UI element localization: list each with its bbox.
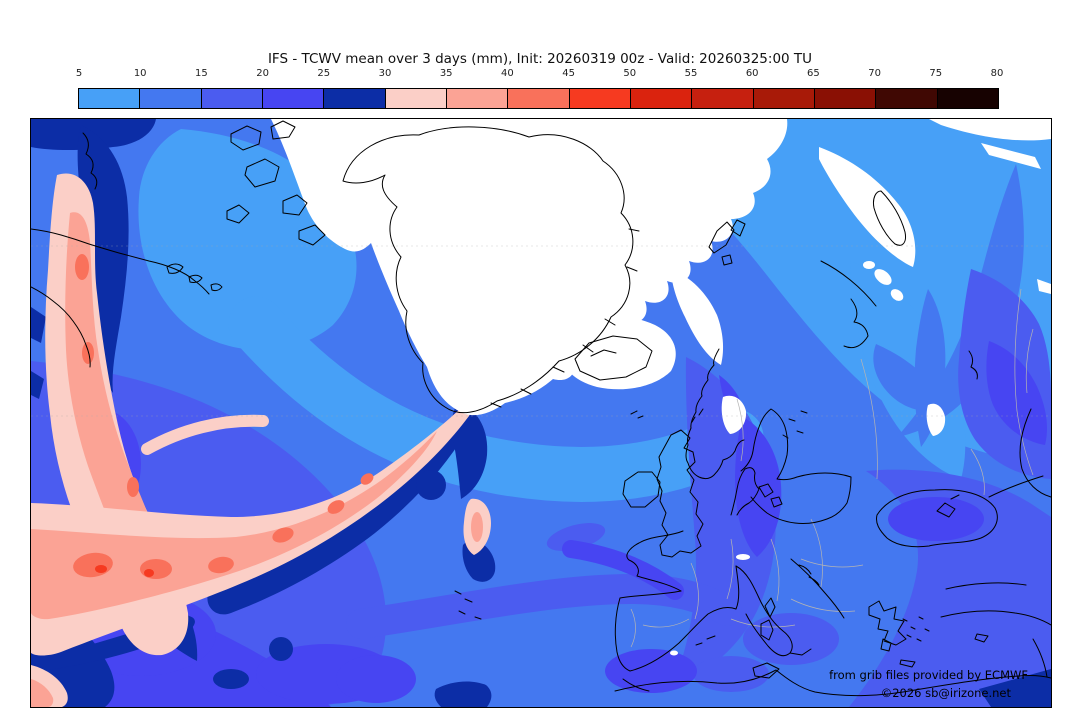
colorbar-cell bbox=[691, 89, 753, 108]
weather-map: from grib files provided by ECMWF ©2026 … bbox=[30, 118, 1052, 708]
colorbar-tick-label: 25 bbox=[317, 68, 331, 79]
colorbar-cell bbox=[261, 89, 324, 108]
ireland-coast bbox=[622, 471, 661, 508]
africa-coast bbox=[614, 669, 1051, 697]
colorbar-cell bbox=[445, 89, 508, 108]
black-sea-coast bbox=[876, 489, 998, 548]
colorbar-tick-label: 60 bbox=[745, 68, 759, 79]
colorbar-cell bbox=[384, 89, 446, 108]
colorbar-tick-label: 80 bbox=[990, 68, 1004, 79]
colorbar-cell bbox=[200, 89, 262, 108]
colorbar-tick-label: 5 bbox=[75, 68, 83, 79]
colorbar bbox=[78, 88, 999, 109]
arctic-islands-coast bbox=[226, 120, 326, 246]
caspian-coast bbox=[988, 408, 1051, 498]
greenland-coast bbox=[342, 126, 634, 414]
moisture-plume-central bbox=[31, 405, 491, 707]
colorbar-cell bbox=[875, 89, 937, 108]
greece-coast bbox=[868, 600, 907, 652]
colorbar-tick-label: 10 bbox=[133, 68, 147, 79]
colorbar-cell bbox=[813, 89, 876, 108]
svalbard-coast bbox=[708, 219, 746, 266]
italy-coast bbox=[735, 565, 812, 657]
dry-arctic-white-regions bbox=[271, 119, 1051, 656]
colorbar-tick-label: 15 bbox=[195, 68, 208, 79]
colorbar-tick-label: 40 bbox=[501, 68, 514, 79]
denmark-coast bbox=[730, 467, 783, 516]
colorbar-cell bbox=[323, 89, 385, 108]
colorbar-tick-label: 55 bbox=[684, 68, 698, 79]
colorbar-tick-row: 5 10 15 20 25 30 35 40 45 50 55 60 65 70 75 80 bbox=[75, 68, 1004, 84]
norway-coast bbox=[685, 348, 745, 480]
country-borders bbox=[630, 288, 1034, 648]
map-svg bbox=[31, 119, 1051, 707]
figure-title: IFS - TCWV mean over 3 days (mm), Init: … bbox=[267, 51, 813, 67]
novaya-zemlya-coast bbox=[873, 190, 906, 246]
colorbar-cell bbox=[79, 89, 140, 108]
colorbar-cell bbox=[568, 89, 630, 108]
colorbar-cell bbox=[507, 89, 569, 108]
colorbar-tick-label: 70 bbox=[868, 68, 881, 79]
europe-atlantic-coast bbox=[626, 530, 684, 592]
baltic-coast bbox=[740, 408, 852, 524]
adriatic-coast bbox=[790, 558, 845, 619]
azores-islands bbox=[454, 590, 482, 620]
colorbar-cell bbox=[936, 89, 998, 108]
colorbar-tick-label: 75 bbox=[929, 68, 943, 79]
colorbar-tick-label: 30 bbox=[378, 68, 392, 79]
white-sea-coast bbox=[820, 260, 978, 380]
colorbar-cell bbox=[752, 89, 814, 108]
attribution-source: from grib files provided by ECMWF bbox=[829, 668, 1028, 682]
colorbar-tick-label: 35 bbox=[439, 68, 453, 79]
iceland-coast bbox=[574, 335, 653, 381]
colorbar-cell bbox=[139, 89, 201, 108]
coastlines bbox=[31, 120, 1051, 697]
great-britain-coast bbox=[656, 408, 704, 558]
colorbar-tick-label: 20 bbox=[256, 68, 269, 79]
colorbar-tick-label: 50 bbox=[623, 68, 637, 79]
colorbar-tick-label: 65 bbox=[807, 68, 820, 79]
colorbar-tick-label: 45 bbox=[562, 68, 575, 79]
attribution-copyright: ©2026 sb@irizone.net bbox=[880, 686, 1011, 700]
iberia-coast bbox=[614, 565, 740, 672]
graticule bbox=[31, 245, 1051, 417]
turkey-coast bbox=[940, 582, 1051, 678]
colorbar-cell bbox=[629, 89, 692, 108]
canada-coast bbox=[31, 228, 210, 295]
